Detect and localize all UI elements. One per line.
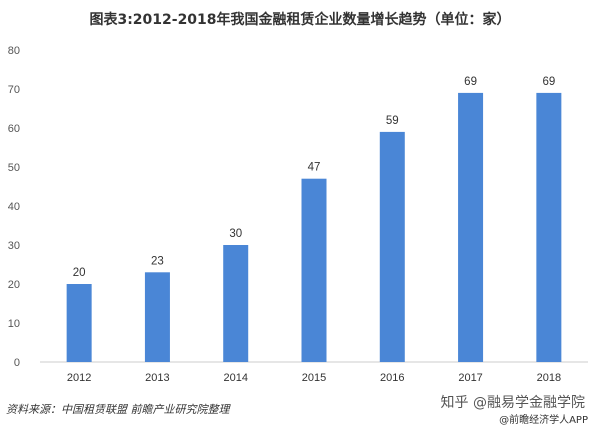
y-tick-label: 20 bbox=[8, 279, 20, 291]
zhihu-watermark: 知乎 @融易学金融学院 bbox=[437, 391, 588, 413]
bar-2012 bbox=[66, 284, 92, 362]
bar-2017 bbox=[458, 92, 484, 363]
chart-title: 图表3:2012-2018年我国金融租赁企业数量增长趋势（单位：家） bbox=[89, 12, 511, 28]
x-axis: 2012 2013 2014 2015 2016 2017 2018 bbox=[67, 372, 561, 384]
x-tick-label-2017: 2017 bbox=[458, 372, 482, 384]
x-tick-label-2014: 2014 bbox=[223, 372, 247, 384]
y-axis: 0 10 20 30 40 50 60 70 80 bbox=[8, 45, 20, 369]
data-label-2013: 23 bbox=[151, 255, 164, 267]
x-tick-label-2015: 2015 bbox=[302, 372, 326, 384]
x-tick-label-2018: 2018 bbox=[537, 372, 561, 384]
x-tick-label-2012: 2012 bbox=[67, 372, 91, 384]
data-label-2018: 69 bbox=[542, 76, 555, 88]
y-tick-label: 70 bbox=[8, 84, 20, 96]
bars: 20 23 30 47 59 69 69 bbox=[66, 76, 562, 363]
x-tick-label-2013: 2013 bbox=[145, 372, 169, 384]
bar-2015 bbox=[301, 178, 327, 362]
bar-2016 bbox=[379, 131, 405, 362]
y-tick-label: 10 bbox=[8, 318, 20, 330]
y-tick-label: 30 bbox=[8, 240, 20, 252]
y-tick-label: 50 bbox=[8, 162, 20, 174]
bar-2013 bbox=[144, 272, 170, 362]
app-watermark: @前瞻经济学人APP bbox=[499, 415, 588, 426]
x-tick-label-2016: 2016 bbox=[380, 372, 404, 384]
bar-2018 bbox=[536, 92, 562, 363]
y-tick-label: 80 bbox=[8, 45, 20, 57]
source-note: 资料来源：中国租赁联盟 前瞻产业研究院整理 bbox=[6, 403, 230, 416]
data-label-2016: 59 bbox=[386, 115, 399, 127]
data-label-2015: 47 bbox=[308, 162, 321, 174]
bar-2014 bbox=[223, 245, 249, 362]
y-tick-label: 0 bbox=[14, 357, 20, 369]
y-tick-label: 60 bbox=[8, 123, 20, 135]
y-tick-label: 40 bbox=[8, 201, 20, 213]
data-label-2014: 30 bbox=[229, 228, 242, 240]
data-label-2012: 20 bbox=[73, 267, 86, 279]
data-label-2017: 69 bbox=[464, 76, 477, 88]
